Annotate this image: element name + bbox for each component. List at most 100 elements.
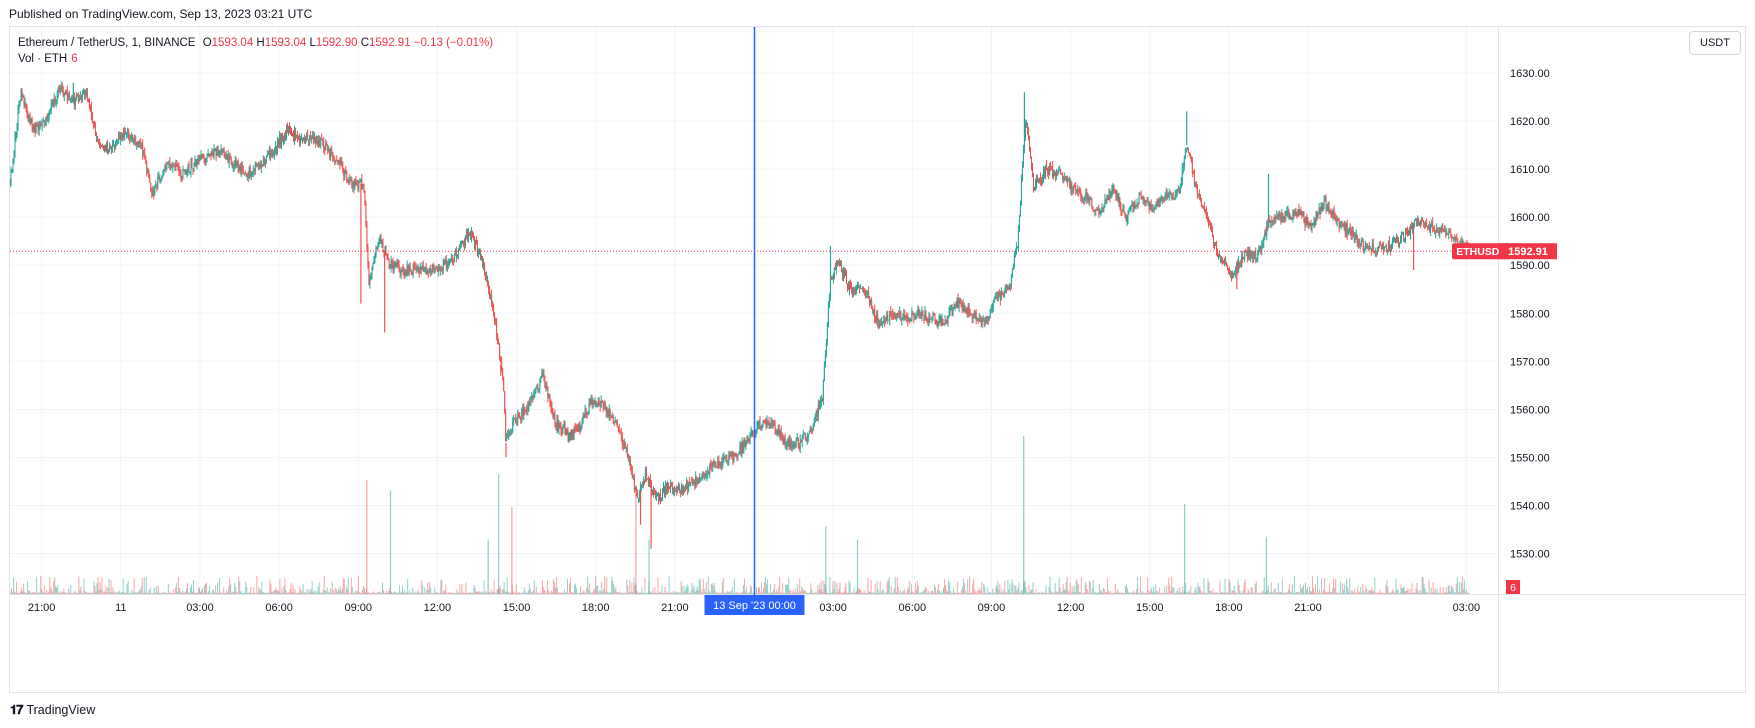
volume-bar <box>322 589 324 594</box>
candle-body <box>161 175 163 180</box>
volume-bar <box>820 589 822 594</box>
volume-spike <box>648 539 650 594</box>
candle-body <box>622 443 624 446</box>
candle-body <box>1296 215 1298 217</box>
volume-bar <box>1315 584 1317 594</box>
volume-bar <box>936 589 938 594</box>
candle-body <box>1223 260 1225 262</box>
volume-bar <box>967 579 969 594</box>
volume-bar <box>1305 590 1307 594</box>
candle-body <box>38 126 40 131</box>
candle-body <box>1272 220 1274 223</box>
volume-bar <box>235 587 237 594</box>
volume-bar <box>439 592 441 594</box>
candle-body <box>1061 174 1063 176</box>
volume-bar <box>603 588 605 594</box>
candle-body <box>1161 198 1163 200</box>
candle-body <box>1373 250 1375 254</box>
candle-body <box>1177 189 1179 191</box>
candle-body <box>809 428 811 433</box>
candle-body <box>160 179 162 181</box>
candle-body <box>659 493 661 499</box>
currency-button[interactable]: USDT <box>1689 31 1741 55</box>
candle-body <box>1026 122 1028 133</box>
volume-bar <box>180 592 182 594</box>
volume-bar <box>810 583 812 594</box>
volume-label[interactable]: Vol · ETH <box>18 53 68 65</box>
volume-bar <box>312 592 314 594</box>
volume-bar <box>435 592 437 594</box>
candle-body <box>460 242 462 244</box>
candle-body <box>341 160 343 164</box>
candle-body <box>973 314 975 317</box>
volume-bar <box>1199 586 1201 594</box>
volume-bar <box>321 592 323 594</box>
volume-bar <box>684 591 686 594</box>
volume-bar <box>842 592 844 594</box>
volume-bar <box>512 591 514 594</box>
open-label: O <box>202 37 212 49</box>
candle-body <box>10 171 12 183</box>
candle-body <box>1143 197 1145 200</box>
volume-bar <box>1007 580 1009 594</box>
candle-body <box>402 267 404 273</box>
price-tick-label: 1630.00 <box>1510 68 1550 80</box>
candle-body <box>576 428 578 430</box>
candle-body <box>504 391 506 413</box>
candle-body <box>505 412 507 441</box>
volume-bar <box>11 587 13 594</box>
time-tick-label: 11 <box>115 602 126 614</box>
volume-bar <box>1056 592 1058 594</box>
candle-body <box>410 269 412 272</box>
candle-body <box>1101 207 1103 211</box>
candle-body <box>452 259 454 262</box>
symbol-title[interactable]: Ethereum / TetherUS, 1, BINANCE <box>18 37 196 49</box>
candle-body <box>584 409 586 418</box>
price-chart[interactable]: 1630.001620.001610.001600.001590.001580.… <box>10 27 1747 694</box>
volume-bar <box>362 586 364 594</box>
candle-body <box>1102 207 1104 209</box>
volume-bar <box>688 592 690 594</box>
volume-bar <box>661 585 663 594</box>
volume-bar <box>273 590 275 594</box>
volume-bar <box>1234 590 1236 594</box>
volume-bar <box>313 590 315 594</box>
volume-bar <box>521 592 523 594</box>
volume-bar <box>1215 591 1217 594</box>
volume-bar <box>1343 590 1345 594</box>
volume-bar <box>1120 592 1122 594</box>
candle-body <box>1199 194 1201 202</box>
volume-bar <box>474 587 476 594</box>
candle-body <box>89 105 91 108</box>
candle-body <box>812 423 814 431</box>
candle-body <box>1167 196 1169 198</box>
candle-body <box>1448 231 1450 235</box>
volume-bar <box>17 592 19 594</box>
volume-bar <box>1149 592 1151 594</box>
candle-body <box>1251 252 1253 257</box>
candle-body <box>303 139 305 141</box>
candle-body <box>1158 199 1160 207</box>
volume-bar <box>998 589 1000 594</box>
volume-bar <box>775 592 777 594</box>
candle-body <box>547 387 549 398</box>
volume-bar <box>283 585 285 594</box>
candle-body <box>1372 244 1374 251</box>
volume-bar <box>579 592 581 594</box>
last-price-badge: 1592.91 <box>1499 243 1557 260</box>
volume-bar <box>502 589 504 594</box>
candle-body <box>838 261 840 266</box>
candle-body <box>1092 206 1094 211</box>
volume-bar <box>1360 587 1362 594</box>
candle-body <box>1340 222 1342 225</box>
volume-bar <box>852 592 854 594</box>
volume-bar <box>442 592 444 594</box>
candle-body <box>770 420 772 425</box>
volume-bar <box>822 591 824 594</box>
candle-body <box>1134 201 1136 207</box>
candle-body <box>1256 258 1258 260</box>
candle-body <box>780 431 782 435</box>
candle-body <box>131 134 133 138</box>
candle-body <box>706 473 708 476</box>
footer-brand[interactable]: 𝟏𝟕 TradingView <box>10 702 95 718</box>
